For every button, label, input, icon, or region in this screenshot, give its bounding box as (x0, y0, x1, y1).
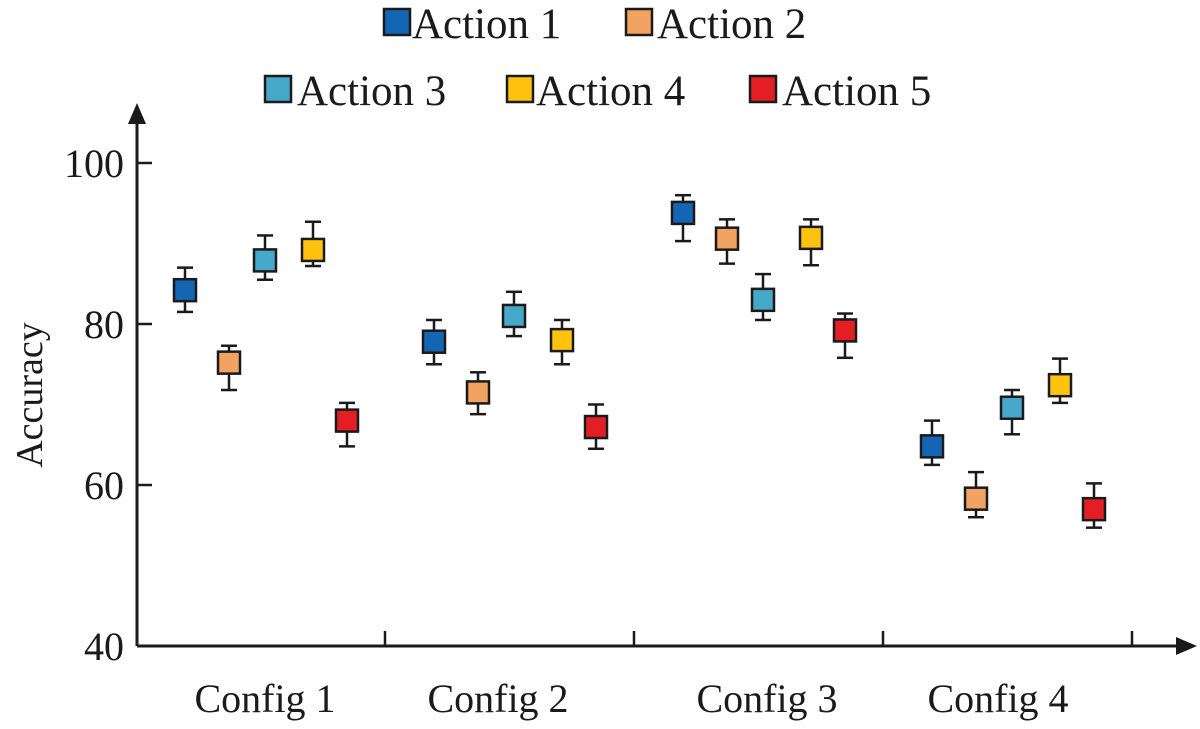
data-point-series-1-config-3 (670, 200, 696, 226)
data-point-series-5-config-3 (832, 318, 858, 343)
legend: Action 1 Action 2 Action 3 Action 4 Acti… (263, 1, 931, 115)
data-point-series-3-config-3 (750, 287, 776, 313)
data-point-series-5-config-4 (1081, 496, 1107, 522)
legend-swatch-action-5 (748, 74, 778, 104)
x-category-label-config-1: Config 1 (194, 676, 335, 721)
y-tick-label-40: 40 (84, 624, 124, 669)
y-axis-title: Accuracy (9, 322, 51, 468)
x-category-label-config-4: Config 4 (927, 676, 1068, 721)
data-point-series-4-config-2 (549, 327, 575, 353)
y-tick-label-80: 80 (84, 302, 124, 347)
data-point-series-2-config-3 (714, 226, 740, 251)
data-point-series-3-config-2 (501, 303, 527, 329)
legend-label-action-4: Action 4 (536, 68, 685, 115)
data-point-series-3-config-1 (252, 248, 278, 273)
legend-swatch-action-2 (624, 7, 654, 37)
x-axis-arrow (1176, 637, 1197, 655)
legend-swatch-action-4 (505, 74, 535, 104)
data-point-series-1-config-4 (919, 434, 945, 459)
data-point-series-1-config-1 (172, 277, 198, 303)
data-marks (172, 193, 1107, 529)
y-tick-label-60: 60 (84, 463, 124, 508)
x-category-labels: Config 1 Config 2 Config 3 Config 4 (194, 676, 1068, 721)
x-category-label-config-3: Config 3 (696, 676, 837, 721)
legend-label-action-3: Action 3 (297, 68, 446, 115)
data-point-series-4-config-3 (798, 225, 824, 251)
data-point-series-4-config-4 (1047, 372, 1073, 398)
axes (128, 103, 1197, 655)
legend-swatch-action-1 (382, 7, 412, 37)
legend-label-action-5: Action 5 (782, 68, 931, 115)
x-category-label-config-2: Config 2 (427, 676, 568, 721)
data-point-series-1-config-2 (421, 329, 447, 354)
data-point-series-2-config-1 (216, 350, 242, 375)
legend-label-action-1: Action 1 (412, 1, 561, 48)
y-tick-label-100: 100 (64, 141, 124, 186)
y-axis-arrow (128, 103, 146, 124)
data-point-series-2-config-4 (963, 486, 989, 511)
data-point-series-4-config-1 (300, 237, 326, 263)
y-ticks: 40 60 80 100 (64, 141, 152, 669)
legend-label-action-2: Action 2 (657, 1, 806, 48)
legend-swatch-action-3 (263, 74, 293, 104)
data-point-series-5-config-2 (583, 414, 609, 440)
data-point-series-5-config-1 (334, 408, 360, 433)
data-point-series-2-config-2 (465, 380, 491, 405)
data-point-series-3-config-4 (999, 395, 1025, 420)
